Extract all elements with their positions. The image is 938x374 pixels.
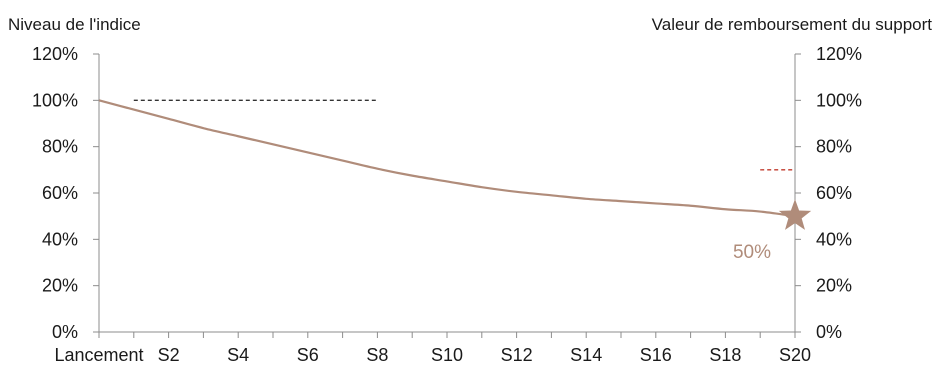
left-axis-title: Niveau de l'indice bbox=[8, 15, 141, 34]
x-tick-label: S2 bbox=[158, 345, 180, 365]
x-tick-label: S4 bbox=[227, 345, 249, 365]
reference-lines bbox=[133, 99, 795, 171]
series-line bbox=[98, 99, 796, 218]
x-tick-label: S20 bbox=[779, 345, 811, 365]
x-tick-label: Lancement bbox=[54, 345, 143, 365]
left-y-tick-label: 40% bbox=[42, 229, 78, 249]
right-y-tick-label: 60% bbox=[816, 183, 852, 203]
star-icon bbox=[778, 199, 812, 230]
x-tick-label: S8 bbox=[366, 345, 388, 365]
left-y-tick-label: 0% bbox=[52, 322, 78, 342]
right-y-tick-label: 40% bbox=[816, 229, 852, 249]
left-y-tick-label: 20% bbox=[42, 276, 78, 296]
left-y-tick-label: 100% bbox=[32, 90, 78, 110]
right-y-tick-label: 100% bbox=[816, 90, 862, 110]
right-y-tick-label: 120% bbox=[816, 44, 862, 64]
right-y-tick-label: 20% bbox=[816, 276, 852, 296]
x-tick-label: S18 bbox=[709, 345, 741, 365]
series bbox=[98, 99, 796, 218]
left-y-tick-label: 80% bbox=[42, 137, 78, 157]
right-axis-title: Valeur de remboursement du support bbox=[652, 15, 933, 34]
x-tick-label: S14 bbox=[570, 345, 602, 365]
right-y-tick-label: 0% bbox=[816, 322, 842, 342]
axes: 0% 0% 20% 20% 40% 40% 60% 60% 80% 80% 100% 100% 120%… bbox=[32, 44, 862, 365]
x-tick-label: S16 bbox=[640, 345, 672, 365]
x-tick-label: S10 bbox=[431, 345, 463, 365]
right-y-tick-label: 80% bbox=[816, 137, 852, 157]
x-tick-label: S6 bbox=[297, 345, 319, 365]
final-marker bbox=[778, 199, 812, 230]
x-tick-label: S12 bbox=[501, 345, 533, 365]
left-y-tick-label: 60% bbox=[42, 183, 78, 203]
left-y-tick-label: 120% bbox=[32, 44, 78, 64]
final-value-label: 50% bbox=[733, 242, 771, 263]
